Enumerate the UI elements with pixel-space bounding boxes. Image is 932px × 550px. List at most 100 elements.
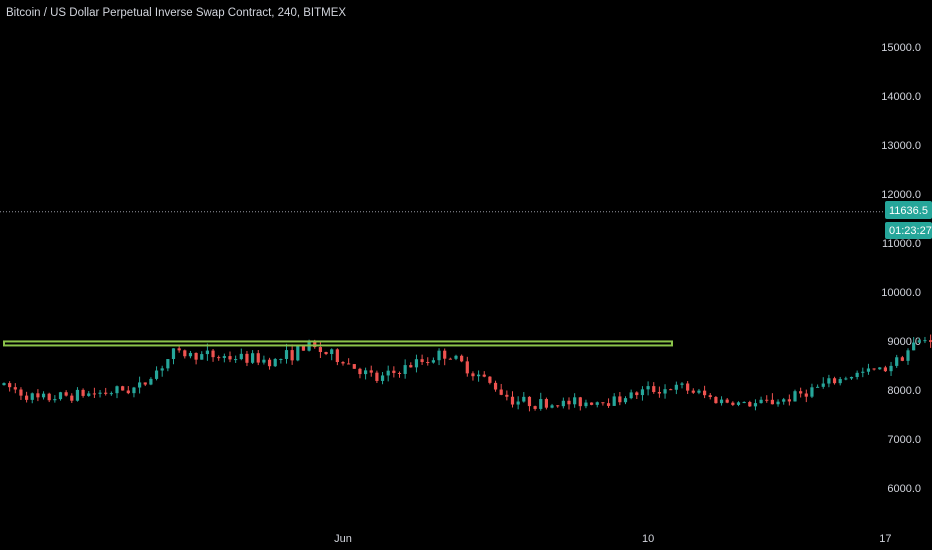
candle-body (816, 386, 820, 388)
candle-body (804, 393, 808, 397)
candle-body (143, 382, 147, 385)
candle-body (115, 386, 119, 394)
candle-body (799, 391, 803, 394)
candle-body (855, 372, 859, 377)
candle-body (318, 347, 322, 352)
candle-body (335, 349, 339, 363)
y-tick-label: 15000.0 (881, 42, 921, 54)
candle-body (273, 359, 277, 367)
candle-body (2, 383, 6, 386)
candle-body (561, 400, 565, 407)
candle-body (691, 390, 695, 393)
horizontal-levels[interactable] (3, 340, 673, 347)
candle-body (527, 396, 532, 407)
candle-body (98, 392, 102, 394)
candle-body (782, 399, 786, 402)
candle-body (793, 391, 797, 402)
candle-body (104, 392, 108, 394)
candle-body (584, 402, 588, 407)
candle-body (505, 394, 509, 397)
candle-body (477, 374, 481, 377)
time-axis: Jun101724Jul81522Aug1219 (334, 533, 891, 545)
candle-body (573, 397, 577, 405)
candle-body (623, 398, 628, 403)
candle-body (132, 387, 136, 394)
candle-body (765, 399, 769, 401)
candle-body (341, 362, 345, 364)
candle-body (510, 396, 515, 405)
candle-body (392, 370, 396, 373)
candle-body (53, 399, 57, 401)
candle-body (279, 358, 283, 360)
candle-body (324, 351, 328, 355)
candle-body (736, 402, 741, 405)
candle-body (290, 350, 294, 361)
candle-body (471, 373, 475, 377)
countdown-badge (885, 222, 932, 239)
candle-body (47, 393, 51, 401)
candle-body (109, 393, 113, 395)
candle-body (652, 386, 656, 392)
candle-body (629, 392, 633, 399)
candle-body (313, 340, 317, 348)
candle-body (358, 368, 362, 375)
candle-body (437, 350, 441, 361)
candle-body (188, 352, 193, 357)
candle-body (397, 372, 402, 374)
y-tick-label: 7000.0 (887, 434, 921, 446)
candle-body (256, 353, 260, 363)
candle-body (138, 382, 142, 388)
candle-body (731, 402, 735, 405)
candle-body (194, 352, 198, 360)
candle-body (606, 403, 611, 406)
countdown-value: 01:23:27 (889, 225, 932, 237)
candle-body (686, 383, 690, 391)
y-tick-label: 6000.0 (887, 483, 921, 495)
candle-body (612, 396, 616, 406)
candle-body (222, 356, 226, 358)
candle-body (200, 354, 204, 360)
candle-body (595, 402, 599, 405)
candle-body (703, 390, 707, 396)
candle-body (821, 383, 825, 387)
candle-body (81, 389, 85, 396)
candle-body (776, 401, 780, 405)
candle-body (251, 353, 255, 363)
candle-body (663, 389, 667, 394)
candle-body (866, 368, 871, 372)
candle-body (234, 359, 238, 361)
candle-body (832, 378, 837, 384)
candle-body (19, 389, 23, 396)
candle-body (674, 384, 678, 390)
candle-body (70, 395, 74, 401)
candle-body (697, 390, 701, 393)
level-line[interactable] (3, 340, 673, 347)
candle-body (460, 355, 464, 362)
candle-body (516, 401, 520, 405)
candle-body (245, 353, 249, 363)
candle-body (284, 350, 289, 359)
candle-body (719, 399, 724, 404)
y-tick-label: 13000.0 (881, 140, 921, 152)
candle-body (211, 350, 215, 358)
candle-body (64, 392, 68, 396)
chart-title: Bitcoin / US Dollar Perpetual Inverse Sw… (6, 7, 347, 19)
price-axis: 15000.0 14000.0 13000.0 12000.0 11000.0 10000… (881, 42, 921, 495)
y-tick-label: 14000.0 (881, 91, 921, 103)
candle-body (669, 389, 673, 391)
candle-body (87, 393, 91, 396)
candle-body (482, 374, 486, 377)
candle-body (330, 349, 334, 355)
y-tick-label: 8000.0 (887, 385, 921, 397)
candle-body (30, 393, 34, 400)
candle-body (900, 357, 904, 361)
candle-body (635, 392, 639, 396)
candle-body (183, 350, 187, 357)
candle-body (753, 403, 758, 407)
candle-body (375, 372, 379, 381)
candle-body (895, 357, 899, 366)
candle-body (488, 376, 492, 383)
candle-body (844, 378, 848, 380)
candle-body (403, 365, 407, 374)
